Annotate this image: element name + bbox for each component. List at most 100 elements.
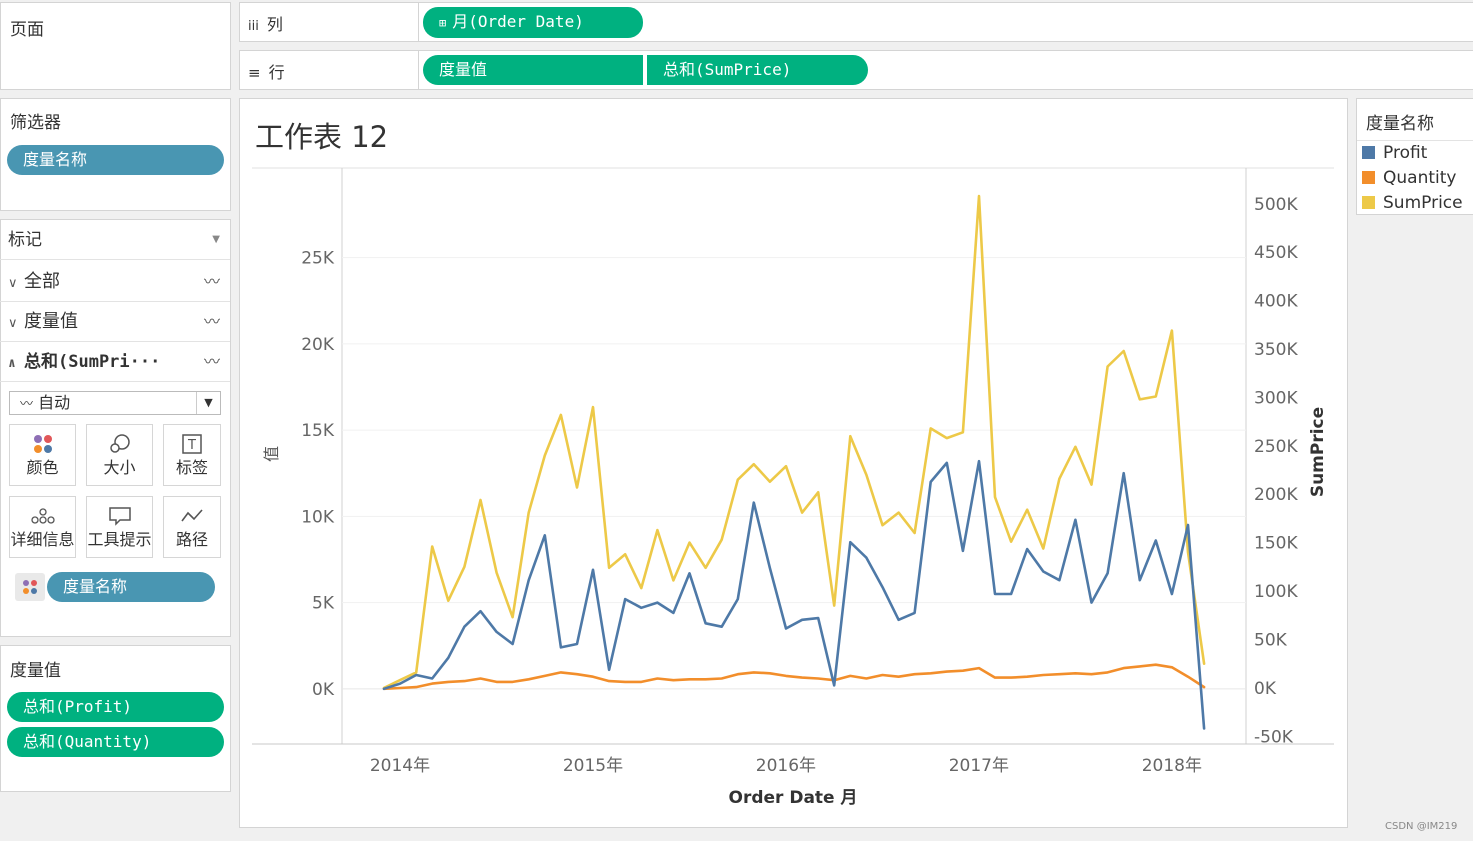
- legend-label: Profit: [1383, 143, 1428, 163]
- columns-pill-label: 月(Order Date): [452, 12, 584, 31]
- marks-path-button[interactable]: 路径: [163, 496, 221, 558]
- y-right-tick-label: 200K: [1254, 485, 1298, 505]
- rows-pill-measure-values[interactable]: 度量值: [423, 55, 643, 85]
- legend-swatch: [1362, 171, 1375, 184]
- marks-detail-button[interactable]: 详细信息: [9, 496, 76, 558]
- rows-icon: ≡: [248, 64, 261, 82]
- mark-type-select[interactable]: 〰 自动 ▼: [9, 391, 221, 415]
- y-left-tick-label: 10K: [301, 507, 335, 527]
- y-right-tick-label: 50K: [1254, 630, 1288, 650]
- legend-title: 度量名称: [1366, 114, 1434, 134]
- marks-label-button[interactable]: T 标签: [163, 424, 221, 486]
- marks-size-button[interactable]: 大小: [86, 424, 153, 486]
- columns-pill-order-date[interactable]: ⊞ 月(Order Date): [423, 7, 643, 38]
- worksheet-view: [239, 98, 1348, 828]
- series-line-quantity: [382, 663, 1206, 691]
- y-right-tick-label: 400K: [1254, 292, 1298, 312]
- tooltip-bubble-icon: [87, 497, 152, 529]
- x-tick-label: 2018年: [1142, 756, 1202, 776]
- marks-tooltip-button[interactable]: 工具提示: [86, 496, 153, 558]
- legend-item-profit[interactable]: Profit: [1362, 143, 1427, 163]
- marks-row-measure-values[interactable]: ∨ 度量值 〰: [0, 302, 230, 342]
- rows-pill-sumprice[interactable]: 总和(SumPrice): [647, 55, 868, 85]
- sheet-title: 工作表 12: [255, 120, 389, 154]
- path-line-icon: [164, 497, 220, 529]
- chart[interactable]: 0K 5K 10K 15K 20K 25K -50K 0K 50K 100K 150K 200K 250…: [240, 160, 1340, 820]
- y-right-axis-title: SumPrice: [1308, 407, 1328, 497]
- chevron-down-icon: ∨: [8, 316, 18, 331]
- chevron-up-icon: ∧: [8, 356, 16, 371]
- color-dots-icon: [10, 425, 75, 457]
- marks-button-label: 大小: [103, 458, 136, 477]
- marks-button-label: 路径: [175, 530, 208, 549]
- y-right-tick-label: 300K: [1254, 388, 1298, 408]
- legend-swatch: [1362, 196, 1375, 209]
- marks-color-button[interactable]: 颜色: [9, 424, 76, 486]
- legend-label: Quantity: [1383, 168, 1457, 188]
- columns-shelf-label: 列: [266, 15, 283, 34]
- marks-button-label: 颜色: [26, 458, 59, 477]
- marks-row-label: 全部: [24, 271, 60, 292]
- legend-item-sumprice[interactable]: SumPrice: [1362, 193, 1463, 213]
- legend-item-quantity[interactable]: Quantity: [1362, 168, 1456, 188]
- mark-type-value: 自动: [38, 393, 71, 412]
- columns-icon: iii: [248, 19, 259, 34]
- legend-label: SumPrice: [1383, 193, 1463, 213]
- line-mark-icon: 〰: [203, 352, 220, 371]
- rows-shelf-divider: [418, 51, 419, 89]
- color-encoding-icon[interactable]: [15, 573, 45, 601]
- marks-menu-arrow-icon[interactable]: ▼: [212, 234, 220, 245]
- y-right-tick-label: 450K: [1254, 243, 1298, 263]
- filters-title: 筛选器: [10, 113, 61, 133]
- y-right-tick-label: 350K: [1254, 340, 1298, 360]
- measure-pill-quantity[interactable]: 总和(Quantity): [7, 727, 224, 757]
- y-left-tick-label: 15K: [301, 421, 335, 441]
- x-tick-label: 2017年: [949, 756, 1009, 776]
- label-t-icon: T: [164, 425, 220, 457]
- measure-pill-profit[interactable]: 总和(Profit): [7, 692, 224, 722]
- x-tick-label: 2015年: [563, 756, 623, 776]
- y-left-tick-label: 0K: [312, 680, 335, 700]
- color-pill-measure-names[interactable]: 度量名称: [47, 572, 215, 602]
- series-line-sumprice: [382, 194, 1206, 690]
- y-left-tick-label: 20K: [301, 335, 335, 355]
- x-axis-title: Order Date 月: [729, 788, 858, 808]
- rows-shelf-label: 行: [268, 63, 285, 82]
- measure-values-title: 度量值: [10, 661, 61, 681]
- marks-title: 标记: [8, 230, 42, 250]
- detail-dots-icon: [10, 497, 75, 529]
- pill-expand-icon[interactable]: ⊞: [439, 16, 447, 30]
- marks-row-all[interactable]: ∨ 全部 〰: [0, 262, 230, 302]
- line-mark-icon: 〰: [20, 397, 34, 412]
- marks-header: 标记 ▼: [0, 220, 230, 260]
- rows-shelf-label-group: ≡ 行: [248, 59, 285, 83]
- x-tick-label: 2014年: [370, 756, 430, 776]
- pages-panel: 页面: [0, 2, 231, 90]
- series-line-profit: [382, 459, 1206, 730]
- y-right-tick-label: 0K: [1254, 679, 1277, 699]
- filter-pill-measure-names[interactable]: 度量名称: [7, 145, 224, 175]
- watermark: CSDN @IM219: [1385, 821, 1458, 832]
- y-right-tick-label: 100K: [1254, 582, 1298, 602]
- chevron-down-icon: ∨: [8, 276, 18, 291]
- columns-shelf-label-group: iii 列: [248, 11, 283, 35]
- marks-button-label: 详细信息: [10, 530, 75, 549]
- marks-row-label: 度量值: [24, 311, 78, 332]
- marks-button-label: 工具提示: [87, 530, 152, 549]
- legend-panel: 度量名称: [1356, 98, 1473, 215]
- line-mark-icon: 〰: [203, 272, 220, 291]
- dropdown-arrow-icon: ▼: [196, 392, 220, 414]
- y-right-tick-label: 500K: [1254, 195, 1298, 215]
- y-right-tick-label: 250K: [1254, 437, 1298, 457]
- x-tick-label: 2016年: [756, 756, 816, 776]
- y-right-tick-label: 150K: [1254, 534, 1298, 554]
- marks-row-sumprice[interactable]: ∧ 总和(SumPri··· 〰: [0, 342, 230, 382]
- y-left-tick-label: 25K: [301, 249, 335, 269]
- legend-divider: [1357, 140, 1473, 141]
- line-mark-icon: 〰: [203, 312, 220, 331]
- columns-shelf-divider: [418, 3, 419, 41]
- pages-title: 页面: [10, 20, 44, 40]
- y-left-tick-label: 5K: [312, 594, 335, 614]
- y-left-axis-title: 值: [262, 446, 281, 462]
- legend-swatch: [1362, 146, 1375, 159]
